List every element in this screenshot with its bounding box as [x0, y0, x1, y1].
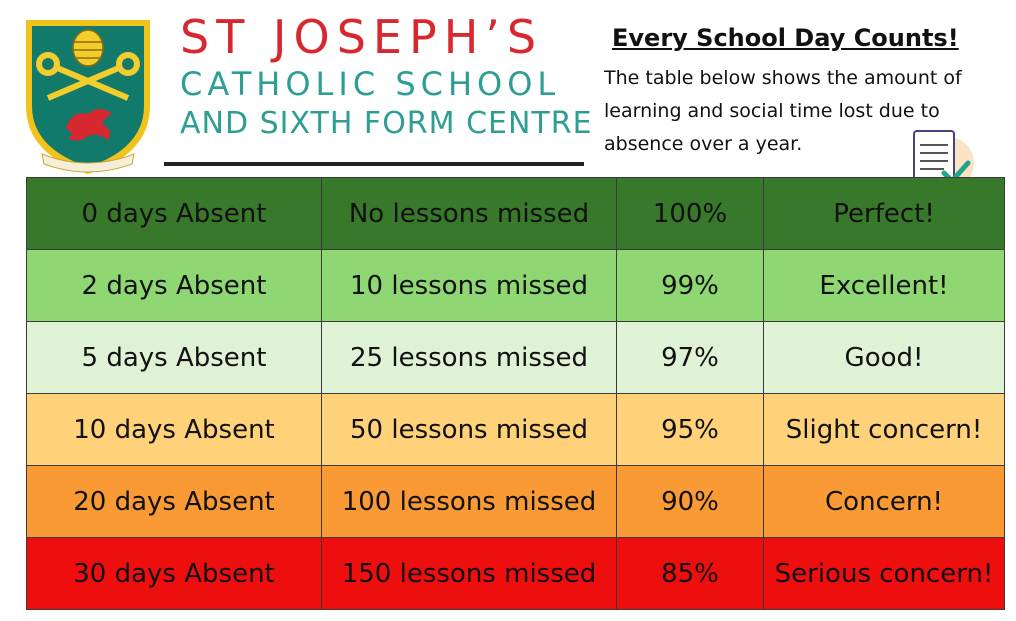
lessons-missed-cell: 50 lessons missed	[321, 393, 617, 466]
school-crest-logo	[26, 20, 150, 174]
school-name-line1: ST JOSEPH’S	[180, 10, 544, 64]
attendance-table: 0 days Absent No lessons missed 100% Perfec…	[26, 177, 1005, 610]
table-row: 10 days Absent 50 lessons missed 95% Slight…	[26, 393, 1005, 466]
rating-cell: Perfect!	[763, 177, 1005, 250]
absence-cell: 2 days Absent	[26, 249, 322, 322]
beehive-icon	[72, 29, 104, 67]
rating-cell: Slight concern!	[763, 393, 1005, 466]
lessons-missed-cell: 150 lessons missed	[321, 537, 617, 610]
rating-cell: Good!	[763, 321, 1005, 394]
absence-cell: 10 days Absent	[26, 393, 322, 466]
table-row: 5 days Absent 25 lessons missed 97% Good!	[26, 321, 1005, 394]
motto-scroll	[41, 153, 135, 173]
attendance-percent-cell: 90%	[616, 465, 764, 538]
table-row: 0 days Absent No lessons missed 100% Perfec…	[26, 177, 1005, 250]
welsh-dragon-icon	[66, 109, 112, 141]
table-row: 20 days Absent 100 lessons missed 90% Conce…	[26, 465, 1005, 538]
lessons-missed-cell: 10 lessons missed	[321, 249, 617, 322]
absence-cell: 20 days Absent	[26, 465, 322, 538]
lessons-missed-cell: 25 lessons missed	[321, 321, 617, 394]
lessons-missed-cell: No lessons missed	[321, 177, 617, 250]
attendance-percent-cell: 95%	[616, 393, 764, 466]
school-name: ST JOSEPH’S CATHOLIC SCHOOL AND SIXTH FO…	[180, 10, 593, 144]
attendance-percent-cell: 99%	[616, 249, 764, 322]
absence-cell: 5 days Absent	[26, 321, 322, 394]
rating-cell: Excellent!	[763, 249, 1005, 322]
rating-cell: Concern!	[763, 465, 1005, 538]
intro-text: The table below shows the amount of lear…	[604, 67, 962, 155]
attendance-percent-cell: 97%	[616, 321, 764, 394]
page-heading: Every School Day Counts!	[612, 24, 959, 52]
school-name-line2: CATHOLIC SCHOOL	[180, 65, 561, 103]
lessons-missed-cell: 100 lessons missed	[321, 465, 617, 538]
crossed-keys-icon	[36, 52, 140, 101]
attendance-percent-cell: 100%	[616, 177, 764, 250]
absence-cell: 30 days Absent	[26, 537, 322, 610]
rating-cell: Serious concern!	[763, 537, 1005, 610]
table-row: 2 days Absent 10 lessons missed 99% Excelle…	[26, 249, 1005, 322]
school-name-line3: AND SIXTH FORM CENTRE	[180, 106, 593, 141]
attendance-percent-cell: 85%	[616, 537, 764, 610]
absence-cell: 0 days Absent	[26, 177, 322, 250]
table-row: 30 days Absent 150 lessons missed 85% Serio…	[26, 537, 1005, 610]
header-divider	[164, 162, 584, 166]
